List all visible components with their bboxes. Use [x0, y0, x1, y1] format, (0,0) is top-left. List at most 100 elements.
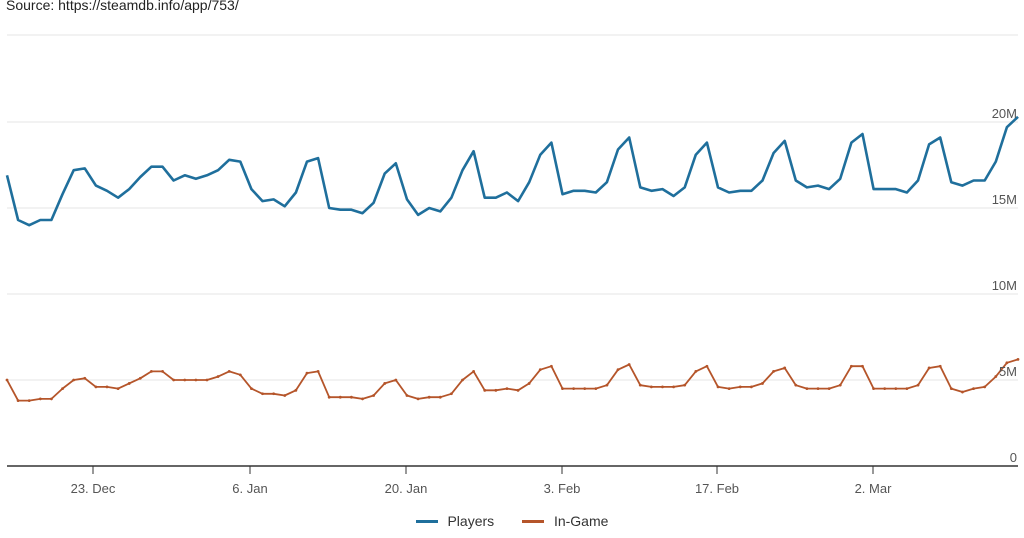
data-point: [272, 392, 276, 396]
y-tick-label: 10M: [992, 278, 1017, 293]
data-point: [250, 387, 253, 390]
x-tick-label: 6. Jan: [232, 481, 267, 496]
data-point: [438, 395, 442, 399]
data-point: [949, 387, 953, 390]
data-point: [616, 368, 620, 372]
data-point: [516, 388, 520, 392]
data-point: [749, 385, 753, 389]
y-tick-label: 0: [1010, 450, 1017, 465]
data-point: [627, 363, 631, 366]
data-point: [50, 397, 53, 401]
data-point: [172, 378, 176, 382]
data-point: [572, 387, 576, 390]
data-point: [549, 364, 553, 368]
data-point: [494, 388, 498, 392]
data-point: [827, 387, 831, 390]
data-point: [449, 392, 453, 396]
data-point: [227, 370, 231, 373]
x-tick-label: 2. Mar: [855, 481, 893, 496]
data-point: [849, 364, 853, 368]
data-point: [738, 385, 742, 389]
y-tick-label: 5M: [999, 364, 1017, 379]
series-lines: [5, 115, 1020, 403]
data-point: [649, 385, 653, 389]
data-point: [983, 385, 987, 389]
data-point: [727, 387, 731, 390]
data-point: [816, 387, 820, 390]
data-point: [483, 388, 487, 392]
axes: [7, 465, 1018, 474]
tick-labels: 0 5M 10M 15M 20M 23. Dec 6. Jan 20. Jan 3. Feb 17…: [71, 106, 1017, 496]
data-point: [394, 378, 398, 382]
data-point: [27, 399, 31, 403]
data-point: [772, 370, 775, 373]
x-tick-label: 17. Feb: [695, 481, 739, 496]
x-tick-label: 23. Dec: [71, 481, 116, 496]
legend-label-players: Players: [447, 513, 495, 529]
legend-item-players[interactable]: Players: [415, 513, 495, 529]
data-point: [427, 395, 431, 399]
in-game-swatch-icon: [522, 519, 545, 523]
data-point: [238, 373, 242, 377]
data-point: [261, 392, 264, 396]
players-swatch-icon: [415, 519, 438, 523]
data-point: [661, 385, 664, 389]
data-point: [894, 387, 898, 390]
data-point: [105, 385, 109, 389]
data-point: [594, 387, 598, 390]
data-point: [705, 364, 709, 368]
data-point: [761, 382, 764, 385]
series-line-in-game: [6, 358, 1019, 402]
data-point: [994, 375, 998, 378]
data-point: [583, 387, 587, 390]
data-point: [416, 397, 420, 401]
grid-lines: [7, 34, 1018, 381]
data-point: [383, 382, 387, 385]
line-chart: 0 5M 10M 15M 20M 23. Dec 6. Jan 20. Jan 3. Feb 17…: [5, 34, 1020, 496]
data-point: [883, 387, 887, 390]
data-point: [283, 394, 287, 397]
data-point: [161, 370, 164, 373]
data-point: [961, 390, 964, 394]
data-point: [938, 364, 942, 368]
data-point: [683, 383, 687, 387]
data-point: [861, 364, 864, 368]
legend: Players In-Game: [0, 513, 1024, 529]
data-point: [805, 387, 809, 390]
data-point: [783, 366, 787, 370]
data-point: [350, 395, 353, 399]
data-point: [872, 387, 875, 390]
data-point: [527, 382, 531, 385]
data-point: [138, 376, 142, 380]
data-point: [327, 395, 331, 399]
data-point: [605, 383, 609, 387]
data-point: [472, 370, 476, 373]
legend-label-in-game: In-Game: [553, 513, 609, 529]
data-point: [561, 387, 564, 390]
x-tick-label: 20. Jan: [385, 481, 428, 496]
data-point: [216, 375, 220, 378]
x-tick-label: 3. Feb: [544, 481, 581, 496]
data-point: [205, 378, 209, 382]
data-point: [94, 385, 98, 389]
data-point: [972, 387, 975, 390]
series-line-players: [5, 115, 1019, 227]
data-point: [305, 371, 309, 375]
data-point: [150, 370, 153, 373]
data-point: [672, 385, 675, 389]
data-point: [294, 388, 298, 392]
data-point: [927, 366, 931, 370]
data-point: [16, 399, 20, 403]
data-point: [716, 385, 720, 389]
data-point: [1016, 357, 1020, 361]
data-point: [183, 378, 187, 382]
data-point: [838, 383, 842, 387]
data-point: [338, 395, 342, 399]
data-point: [1005, 361, 1009, 365]
data-point: [316, 370, 320, 373]
data-point: [127, 382, 131, 385]
data-point: [361, 397, 364, 401]
legend-item-in-game[interactable]: In-Game: [522, 513, 608, 529]
source-caption: Source: https://steamdb.info/app/753/: [6, 0, 239, 13]
data-point: [694, 370, 698, 373]
